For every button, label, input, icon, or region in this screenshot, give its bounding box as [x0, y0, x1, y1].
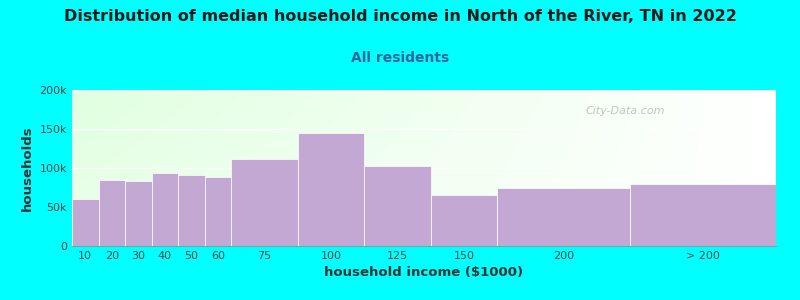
Text: Distribution of median household income in North of the River, TN in 2022: Distribution of median household income …	[63, 9, 737, 24]
Bar	[630, 184, 776, 246]
Bar	[178, 175, 205, 246]
Bar	[298, 133, 364, 246]
Bar	[98, 180, 125, 246]
Bar	[152, 173, 178, 246]
Y-axis label: households: households	[21, 125, 34, 211]
Bar	[205, 177, 231, 246]
Bar	[364, 167, 430, 246]
Text: City-Data.com: City-Data.com	[586, 106, 666, 116]
Text: All residents: All residents	[351, 51, 449, 65]
Bar	[430, 195, 497, 246]
Bar	[72, 199, 98, 246]
Bar	[497, 188, 630, 246]
X-axis label: household income ($1000): household income ($1000)	[325, 266, 523, 279]
Bar	[125, 181, 152, 246]
Bar	[231, 159, 298, 246]
